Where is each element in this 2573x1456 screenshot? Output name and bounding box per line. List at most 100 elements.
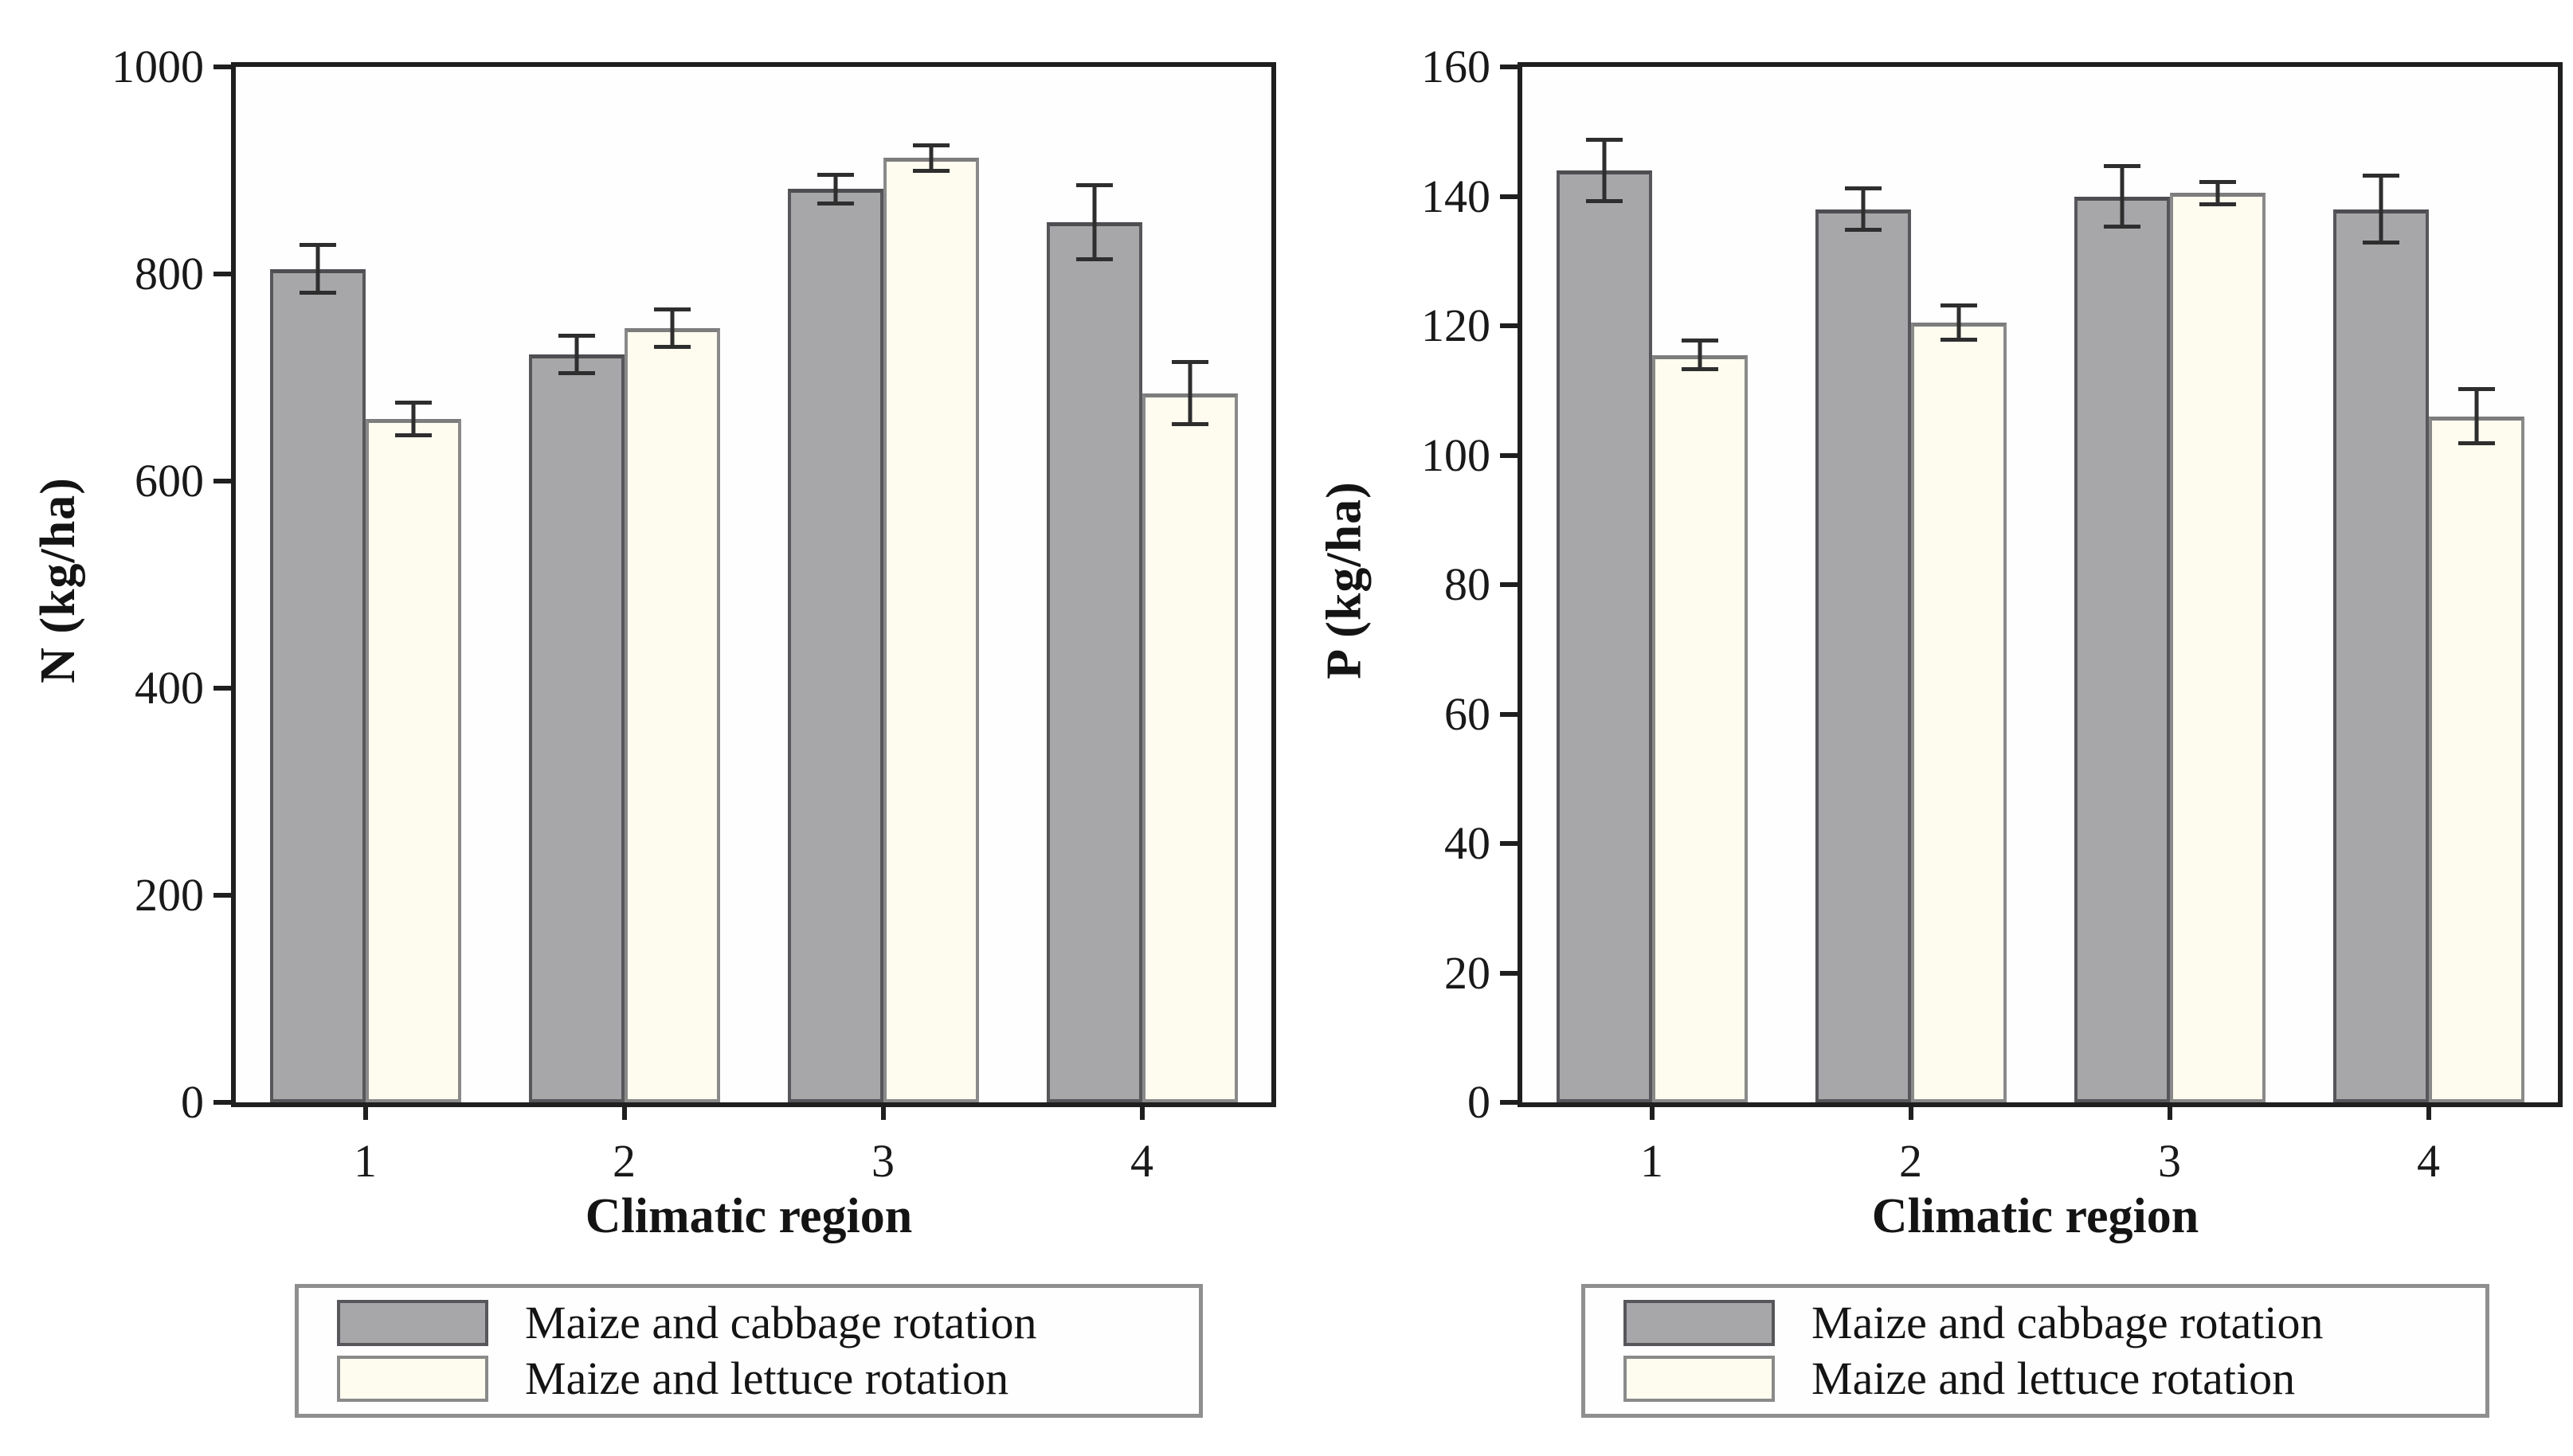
bar-region1-series1 — [269, 268, 366, 1102]
plot-area-n: 0 200 400 600 800 1000 1 2 3 4 — [112, 41, 1276, 1187]
x-tick-label: 3 — [871, 1135, 895, 1187]
nitrogen-bar-chart: N (kg/ha) 0 200 400 600 800 1000 1 2 3 4 Climatic… — [0, 0, 1286, 1456]
error-bar-region1-series1 — [1585, 138, 1623, 203]
error-bar-region2-series2 — [1940, 303, 1977, 342]
bar-region1-series2 — [1651, 354, 1748, 1102]
error-bar-region3-series2 — [2199, 180, 2236, 206]
bar-region1-series1 — [1556, 170, 1652, 1102]
x-tick-mark — [362, 1102, 368, 1120]
error-bar-region2-series1 — [1844, 186, 1882, 233]
y-tick-mark — [213, 893, 231, 898]
y-tick-mark — [1500, 452, 1518, 458]
x-tick-mark — [880, 1102, 886, 1120]
y-tick-label: 1000 — [112, 41, 204, 92]
legend-label-lettuce: Maize and lettuce rotation — [525, 1352, 1009, 1404]
error-bar-region2-series2 — [653, 307, 691, 349]
bar-region4-series1 — [2332, 209, 2429, 1102]
bar-region3-series1 — [787, 189, 883, 1102]
x-tick-label: 4 — [2417, 1135, 2440, 1187]
bar-region3-series1 — [2074, 196, 2170, 1102]
y-tick-label: 0 — [181, 1076, 204, 1128]
y-tick-mark — [213, 479, 231, 483]
y-tick-label: 120 — [1421, 299, 1490, 351]
y-tick-label: 200 — [135, 869, 204, 921]
legend-n: Maize and cabbage rotation Maize and let… — [295, 1284, 1203, 1418]
error-bar-region3-series1 — [2103, 163, 2140, 229]
x-tick-mark — [621, 1102, 627, 1120]
legend-label-cabbage: Maize and cabbage rotation — [525, 1297, 1037, 1348]
bar-region2-series1 — [1815, 209, 1911, 1102]
legend-label-cabbage: Maize and cabbage rotation — [1811, 1297, 2324, 1348]
legend-swatch-cabbage — [337, 1300, 488, 1346]
bar-region4-series1 — [1046, 222, 1142, 1102]
y-tick-label: 80 — [1444, 558, 1490, 610]
x-tick-mark — [1139, 1102, 1145, 1120]
legend-swatch-cabbage — [1623, 1300, 1775, 1346]
y-tick-mark — [1500, 323, 1518, 328]
y-axis-title-text: N (kg/ha) — [30, 476, 85, 683]
error-bar-region4-series1 — [2362, 174, 2399, 245]
x-tick-label: 2 — [1899, 1135, 1922, 1187]
y-tick-label: 800 — [135, 248, 204, 299]
error-bar-region2-series1 — [558, 334, 595, 376]
x-tick-label: 4 — [1130, 1135, 1153, 1187]
y-tick-label: 0 — [1467, 1076, 1490, 1128]
error-bar-region1-series2 — [1681, 339, 1718, 371]
error-bar-region4-series1 — [1075, 182, 1113, 262]
x-tick-mark — [1649, 1102, 1655, 1120]
y-tick-mark — [1500, 1100, 1518, 1105]
x-axis-title-p: Climatic region — [1871, 1189, 2199, 1243]
x-tick-mark — [2167, 1102, 2172, 1120]
y-tick-label: 600 — [135, 455, 204, 507]
bar-region2-series2 — [1910, 322, 2007, 1102]
error-bar-region3-series2 — [912, 143, 950, 173]
y-axis-title-n: N (kg/ha) — [22, 62, 94, 1098]
y-tick-mark — [213, 65, 231, 69]
y-tick-mark — [1500, 841, 1518, 846]
legend-swatch-lettuce — [337, 1356, 488, 1402]
y-tick-mark — [1500, 582, 1518, 587]
bar-region1-series2 — [365, 419, 461, 1102]
legend-row-lettuce: Maize and lettuce rotation — [337, 1354, 1199, 1403]
x-axis-title-n: Climatic region — [585, 1189, 913, 1243]
y-tick-mark — [213, 272, 231, 276]
x-tick-label: 2 — [613, 1135, 636, 1187]
bar-region3-series2 — [883, 158, 979, 1102]
y-tick-mark — [1500, 65, 1518, 69]
y-tick-label: 60 — [1444, 687, 1490, 740]
plot-area-p: 0 20 40 60 80 100 120 140 160 1 2 3 4 — [1421, 41, 2563, 1187]
legend-row-cabbage: Maize and cabbage rotation — [337, 1298, 1199, 1348]
y-tick-label: 20 — [1444, 946, 1490, 999]
bar-region4-series2 — [1142, 393, 1238, 1102]
error-bar-region1-series2 — [394, 400, 432, 438]
error-bar-region3-series1 — [817, 172, 854, 206]
x-tick-mark — [2426, 1102, 2431, 1120]
y-tick-mark — [1500, 711, 1518, 717]
error-bar-region4-series2 — [1171, 359, 1208, 427]
bar-region4-series2 — [2428, 416, 2524, 1102]
bar-region2-series1 — [528, 354, 625, 1102]
x-tick-label: 1 — [1640, 1135, 1663, 1187]
y-tick-label: 400 — [135, 662, 204, 714]
x-tick-label: 3 — [2158, 1135, 2181, 1187]
legend-label-lettuce: Maize and lettuce rotation — [1811, 1352, 2296, 1404]
y-tick-mark — [1500, 194, 1518, 199]
legend-row-cabbage: Maize and cabbage rotation — [1623, 1298, 2485, 1348]
y-tick-label: 40 — [1444, 817, 1490, 869]
legend-row-lettuce: Maize and lettuce rotation — [1623, 1354, 2485, 1403]
bar-region2-series2 — [624, 327, 720, 1102]
x-tick-label: 1 — [354, 1135, 377, 1187]
y-tick-mark — [213, 1100, 231, 1105]
legend-p: Maize and cabbage rotation Maize and let… — [1581, 1284, 2489, 1418]
phosphorus-bar-chart: P (kg/ha) 0 20 40 60 80 100 120 140 160 1 2 3 4 Clim… — [1286, 0, 2573, 1456]
y-tick-mark — [1500, 970, 1518, 976]
y-tick-mark — [213, 686, 231, 691]
y-tick-label: 100 — [1421, 429, 1490, 481]
error-bar-region4-series2 — [2457, 387, 2495, 446]
legend-swatch-lettuce — [1623, 1356, 1775, 1402]
x-tick-mark — [1908, 1102, 1913, 1120]
y-tick-label: 140 — [1421, 170, 1490, 222]
bar-region3-series2 — [2169, 193, 2266, 1102]
error-bar-region1-series1 — [299, 243, 336, 295]
